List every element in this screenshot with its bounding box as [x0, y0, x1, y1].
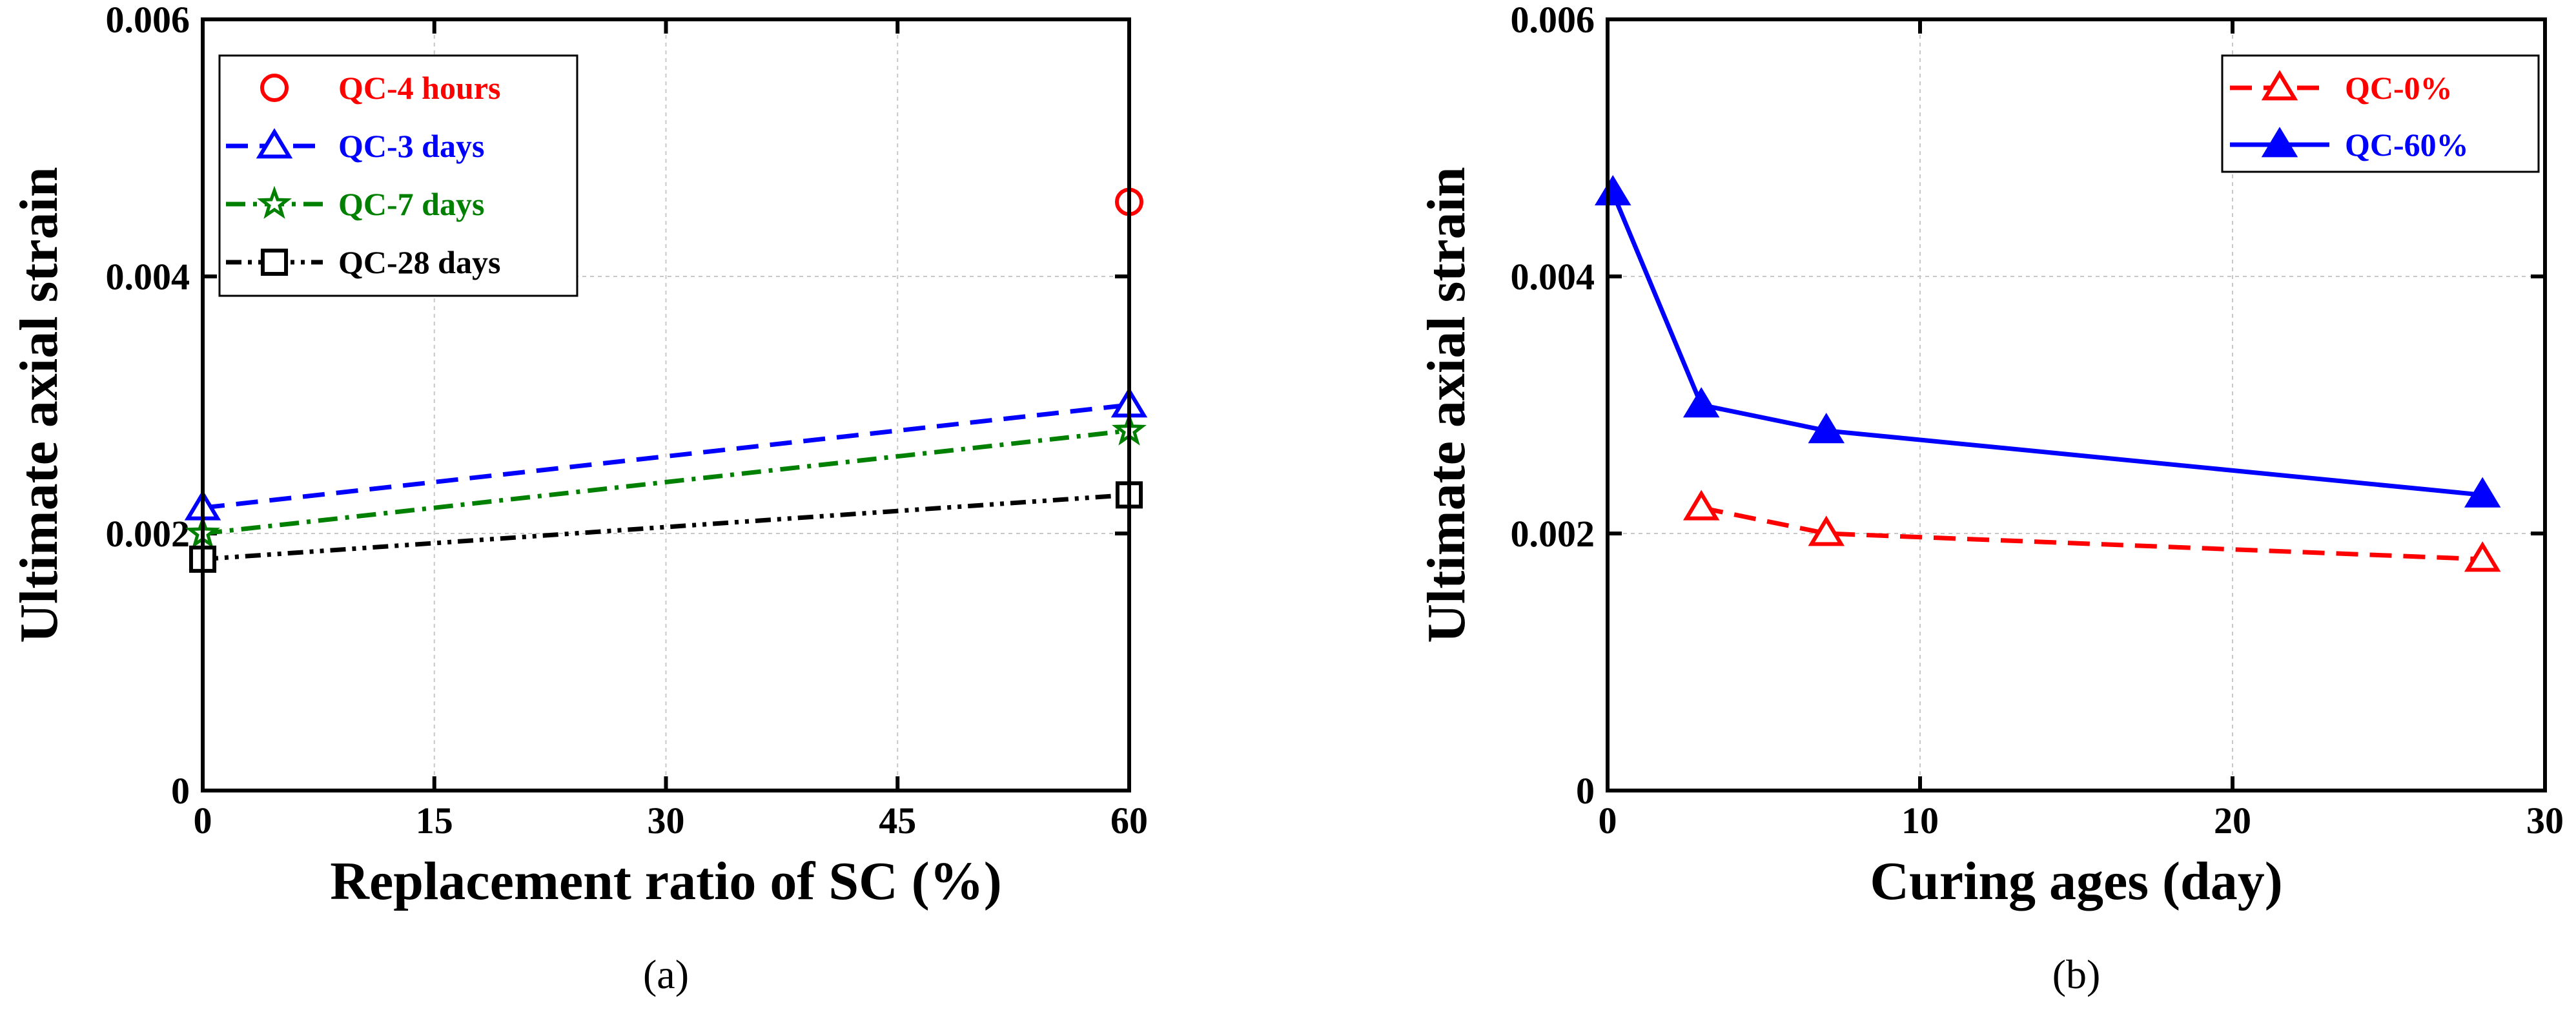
x-axis-label: Curing ages (day)	[1870, 851, 2282, 911]
y-tick-label: 0	[171, 770, 190, 812]
legend-label: QC-3 days	[338, 128, 484, 164]
plot-frame	[201, 17, 1131, 792]
data-point	[1682, 490, 1720, 521]
y-axis-label: Ultimate axial strain	[9, 167, 69, 643]
legend-label: QC-60%	[2345, 127, 2469, 163]
series-line	[202, 402, 1130, 510]
series-line	[1610, 192, 2483, 497]
x-tick-label: 30	[648, 800, 685, 842]
chart-b: 0 10 20 30 0 0.002 0.004 0.006 QC-0% QC-60% Curing…	[1416, 0, 2564, 997]
y-tick-label: 0.006	[106, 0, 190, 41]
legend-label: QC-4 hours	[338, 70, 500, 106]
series-line	[202, 492, 1130, 562]
x-tick-label: 60	[1110, 800, 1148, 842]
legend-marker	[2261, 70, 2298, 101]
data-point	[1808, 413, 1845, 444]
legend-marker	[260, 248, 289, 276]
legend-label: QC-28 days	[338, 244, 500, 280]
legend-label: QC-0%	[2345, 70, 2453, 106]
y-tick-label: 0.002	[1511, 513, 1595, 555]
x-tick-label: 15	[416, 800, 453, 842]
series-qc-60-	[1594, 174, 2501, 508]
legend-label: QC-7 days	[338, 186, 484, 222]
chart-a: 0 15 30 45 60 0 0.002 0.004 0.006 QC-4 hours QC-3 …	[9, 0, 1148, 997]
legend-marker	[257, 185, 292, 219]
subfigure-caption: (b)	[2052, 951, 2101, 997]
legend-marker	[2261, 127, 2298, 158]
y-tick-label: 0.002	[106, 513, 190, 555]
x-tick-label: 0	[1599, 800, 1617, 842]
plot-frame	[1606, 17, 2547, 792]
y-tick-label: 0	[1576, 770, 1595, 812]
x-tick-label: 30	[2526, 800, 2564, 842]
data-point	[1682, 387, 1720, 418]
series-line	[202, 428, 1130, 536]
legend: QC-4 hours QC-3 days QC-7 days QC-28 days	[218, 54, 578, 297]
legend-marker	[260, 74, 289, 102]
data-point	[2464, 541, 2501, 572]
x-tick-label: 45	[879, 800, 916, 842]
y-tick-label: 0.004	[106, 256, 190, 298]
y-tick-label: 0.006	[1511, 0, 1595, 41]
y-tick-label: 0.004	[1511, 256, 1595, 298]
data-point	[1808, 515, 1845, 546]
x-tick-label: 20	[2214, 800, 2251, 842]
series-line	[1701, 505, 2483, 562]
legend: QC-0% QC-60%	[2221, 54, 2540, 173]
x-axis-label: Replacement ratio of SC (%)	[330, 851, 1001, 911]
x-tick-label: 10	[1901, 800, 1939, 842]
subfigure-caption: (a)	[643, 951, 689, 997]
x-tick-label: 0	[194, 800, 212, 842]
series-qc-0-	[1682, 490, 2501, 572]
data-point	[2464, 477, 2501, 508]
legend-marker	[256, 128, 293, 159]
data-point	[1594, 174, 1631, 206]
y-axis-label: Ultimate axial strain	[1416, 167, 1477, 643]
